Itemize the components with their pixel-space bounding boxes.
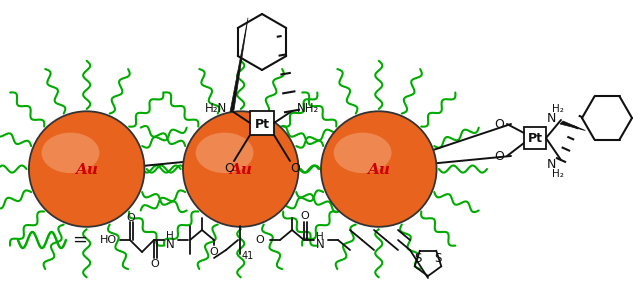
Text: O: O [300, 211, 309, 221]
Text: S: S [435, 252, 442, 265]
Text: O: O [494, 118, 504, 131]
Text: H₂: H₂ [552, 169, 564, 179]
Text: N: N [546, 111, 556, 124]
Text: O: O [224, 163, 234, 176]
Text: H: H [316, 232, 324, 242]
Polygon shape [230, 18, 248, 112]
Ellipse shape [183, 111, 299, 227]
Ellipse shape [196, 133, 254, 173]
Polygon shape [560, 121, 586, 131]
Text: S: S [414, 252, 421, 265]
Text: H₂: H₂ [552, 104, 564, 114]
Text: O: O [256, 235, 265, 245]
Text: Au: Au [367, 163, 390, 177]
Text: O: O [151, 259, 159, 269]
Text: =: = [73, 231, 87, 249]
Text: N: N [316, 238, 324, 251]
Text: Pt: Pt [528, 133, 542, 146]
Text: H: H [166, 231, 174, 241]
Ellipse shape [29, 111, 144, 227]
Text: O: O [126, 213, 135, 223]
Text: O: O [210, 247, 218, 257]
FancyBboxPatch shape [250, 111, 274, 135]
Text: N: N [166, 238, 175, 251]
Text: HO: HO [100, 235, 117, 245]
Text: O: O [494, 150, 504, 163]
Text: N: N [546, 158, 556, 171]
Ellipse shape [334, 133, 392, 173]
Text: O: O [290, 163, 300, 176]
Text: Pt: Pt [254, 118, 270, 131]
Text: NH₂: NH₂ [297, 103, 319, 116]
Text: Au: Au [229, 163, 252, 177]
Ellipse shape [321, 111, 437, 227]
Ellipse shape [42, 133, 100, 173]
FancyBboxPatch shape [524, 127, 546, 149]
Text: 41: 41 [242, 251, 254, 261]
Text: Au: Au [75, 163, 98, 177]
Text: H₂N: H₂N [205, 103, 227, 116]
